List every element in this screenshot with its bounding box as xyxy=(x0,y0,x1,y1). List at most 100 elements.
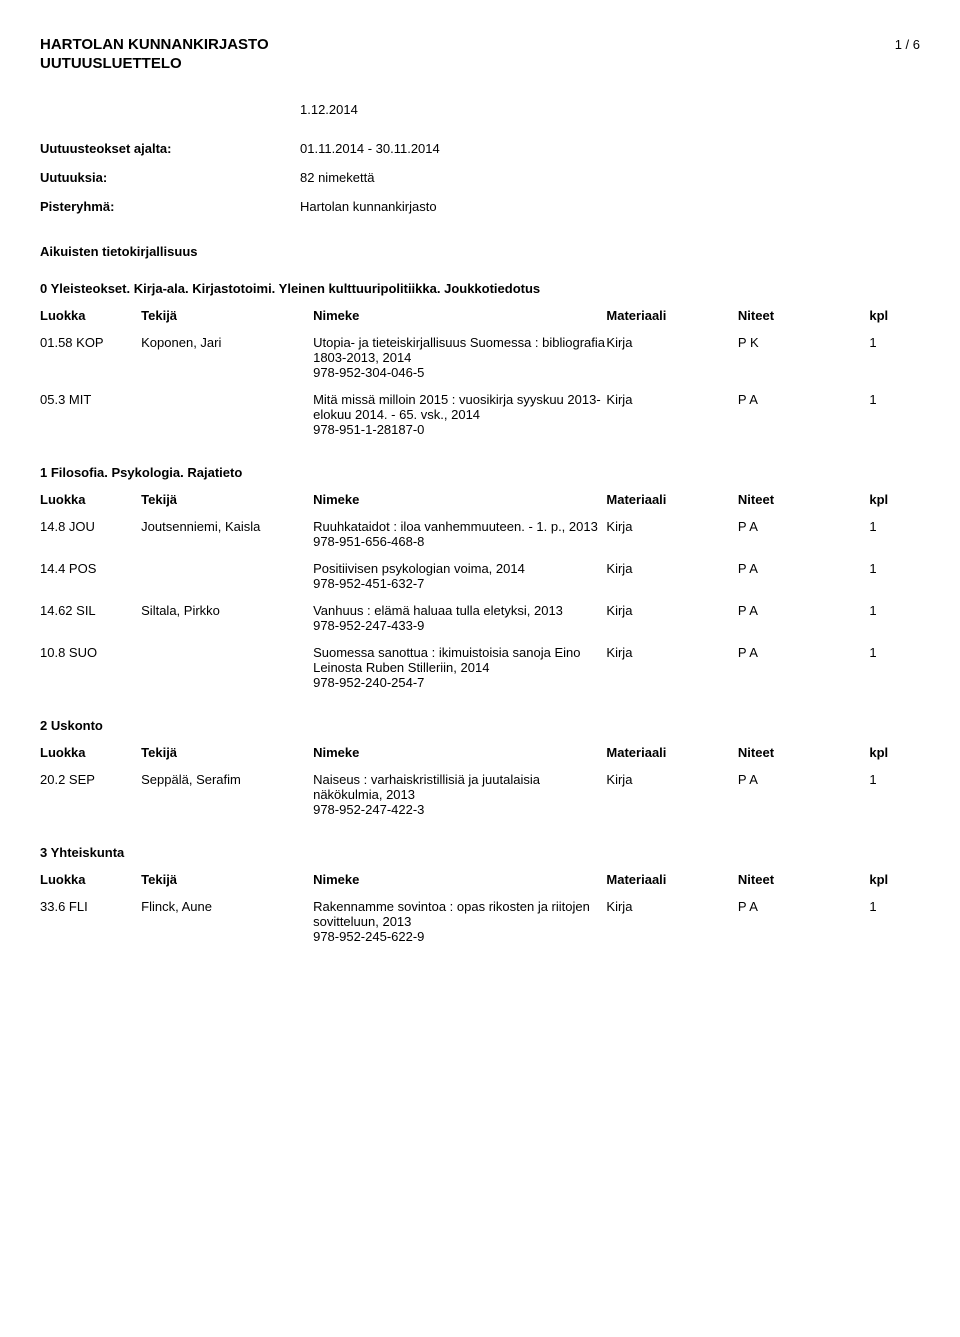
meta-label: Uutuusteokset ajalta: xyxy=(40,141,300,156)
cell-niteet: P K xyxy=(738,329,869,386)
cell-niteet: P A xyxy=(738,555,869,597)
table-row: 05.3 MIT Mitä missä milloin 2015 : vuosik… xyxy=(40,386,920,443)
column-header-nimeke: Nimeke xyxy=(313,868,606,893)
cell-tekija: Joutsenniemi, Kaisla xyxy=(141,513,313,555)
meta-row: Uutuuksia:82 nimekettä xyxy=(40,170,920,185)
cell-kpl: 1 xyxy=(869,513,920,555)
cell-nimeke: Vanhuus : elämä haluaa tulla eletyksi, 2… xyxy=(313,597,606,639)
report-meta: Uutuusteokset ajalta:01.11.2014 - 30.11.… xyxy=(40,141,920,214)
cell-tekija xyxy=(141,555,313,597)
meta-row: Pisteryhmä:Hartolan kunnankirjasto xyxy=(40,199,920,214)
column-header-tekija: Tekijä xyxy=(141,741,313,766)
cell-luokka: 10.8 SUO xyxy=(40,639,141,696)
column-header-nimeke: Nimeke xyxy=(313,304,606,329)
table-row: 01.58 KOPKoponen, JariUtopia- ja tieteis… xyxy=(40,329,920,386)
cell-luokka: 14.62 SIL xyxy=(40,597,141,639)
cell-kpl: 1 xyxy=(869,555,920,597)
cell-nimeke: Suomessa sanottua : ikimuistoisia sanoja… xyxy=(313,639,606,696)
section-heading: 1 Filosofia. Psykologia. Rajatieto xyxy=(40,465,920,480)
cell-niteet: P A xyxy=(738,513,869,555)
table-row: 14.8 JOUJoutsenniemi, KaislaRuuhkataidot… xyxy=(40,513,920,555)
column-header-niteet: Niteet xyxy=(738,488,869,513)
cell-materiaali: Kirja xyxy=(606,386,737,443)
cell-tekija: Seppälä, Serafim xyxy=(141,766,313,823)
cell-materiaali: Kirja xyxy=(606,597,737,639)
cell-tekija xyxy=(141,386,313,443)
table-row: 14.62 SILSiltala, PirkkoVanhuus : elämä … xyxy=(40,597,920,639)
report-subtitle: UUTUUSLUETTELO xyxy=(40,55,269,72)
meta-label: Uutuuksia: xyxy=(40,170,300,185)
meta-value: 82 nimekettä xyxy=(300,170,374,185)
meta-value: Hartolan kunnankirjasto xyxy=(300,199,437,214)
cell-kpl: 1 xyxy=(869,766,920,823)
cell-materiaali: Kirja xyxy=(606,513,737,555)
column-header-materiaali: Materiaali xyxy=(606,304,737,329)
column-header-niteet: Niteet xyxy=(738,741,869,766)
column-header-kpl: kpl xyxy=(869,741,920,766)
cell-materiaali: Kirja xyxy=(606,329,737,386)
cell-materiaali: Kirja xyxy=(606,639,737,696)
cell-luokka: 20.2 SEP xyxy=(40,766,141,823)
cell-tekija: Flinck, Aune xyxy=(141,893,313,950)
table-row: 20.2 SEPSeppälä, SerafimNaiseus : varhai… xyxy=(40,766,920,823)
table-row: 10.8 SUO Suomessa sanottua : ikimuistoisi… xyxy=(40,639,920,696)
table-row: 14.4 POS Positiivisen psykologian voima, … xyxy=(40,555,920,597)
report-date: 1.12.2014 xyxy=(300,102,920,117)
column-header-luokka: Luokka xyxy=(40,488,141,513)
meta-value: 01.11.2014 - 30.11.2014 xyxy=(300,141,440,156)
cell-niteet: P A xyxy=(738,597,869,639)
cell-niteet: P A xyxy=(738,766,869,823)
cell-tekija xyxy=(141,639,313,696)
meta-row: Uutuusteokset ajalta:01.11.2014 - 30.11.… xyxy=(40,141,920,156)
cell-kpl: 1 xyxy=(869,386,920,443)
book-table: LuokkaTekijäNimekeMateriaaliNiteetkpl01.… xyxy=(40,304,920,443)
column-header-materiaali: Materiaali xyxy=(606,488,737,513)
cell-luokka: 33.6 FLI xyxy=(40,893,141,950)
cell-luokka: 05.3 MIT xyxy=(40,386,141,443)
cell-kpl: 1 xyxy=(869,893,920,950)
column-header-kpl: kpl xyxy=(869,488,920,513)
cell-tekija: Koponen, Jari xyxy=(141,329,313,386)
cell-tekija: Siltala, Pirkko xyxy=(141,597,313,639)
meta-label: Pisteryhmä: xyxy=(40,199,300,214)
library-title: HARTOLAN KUNNANKIRJASTO xyxy=(40,36,269,53)
cell-luokka: 14.8 JOU xyxy=(40,513,141,555)
cell-luokka: 01.58 KOP xyxy=(40,329,141,386)
cell-kpl: 1 xyxy=(869,639,920,696)
cell-materiaali: Kirja xyxy=(606,555,737,597)
cell-nimeke: Naiseus : varhaiskristillisiä ja juutala… xyxy=(313,766,606,823)
cell-luokka: 14.4 POS xyxy=(40,555,141,597)
column-header-nimeke: Nimeke xyxy=(313,488,606,513)
cell-niteet: P A xyxy=(738,893,869,950)
column-header-luokka: Luokka xyxy=(40,868,141,893)
table-row: 33.6 FLIFlinck, AuneRakennamme sovintoa … xyxy=(40,893,920,950)
cell-niteet: P A xyxy=(738,639,869,696)
super-section-heading: Aikuisten tietokirjallisuus xyxy=(40,244,920,259)
column-header-tekija: Tekijä xyxy=(141,868,313,893)
column-header-niteet: Niteet xyxy=(738,868,869,893)
cell-nimeke: Mitä missä milloin 2015 : vuosikirja syy… xyxy=(313,386,606,443)
cell-nimeke: Positiivisen psykologian voima, 2014 978… xyxy=(313,555,606,597)
book-table: LuokkaTekijäNimekeMateriaaliNiteetkpl14.… xyxy=(40,488,920,696)
column-header-materiaali: Materiaali xyxy=(606,741,737,766)
cell-kpl: 1 xyxy=(869,329,920,386)
column-header-niteet: Niteet xyxy=(738,304,869,329)
column-header-kpl: kpl xyxy=(869,304,920,329)
column-header-luokka: Luokka xyxy=(40,741,141,766)
cell-materiaali: Kirja xyxy=(606,766,737,823)
cell-nimeke: Ruuhkataidot : iloa vanhemmuuteen. - 1. … xyxy=(313,513,606,555)
book-table: LuokkaTekijäNimekeMateriaaliNiteetkpl33.… xyxy=(40,868,920,950)
column-header-tekija: Tekijä xyxy=(141,488,313,513)
cell-kpl: 1 xyxy=(869,597,920,639)
section-heading: 0 Yleisteokset. Kirja-ala. Kirjastotoimi… xyxy=(40,281,920,296)
section-heading: 3 Yhteiskunta xyxy=(40,845,920,860)
section-heading: 2 Uskonto xyxy=(40,718,920,733)
column-header-nimeke: Nimeke xyxy=(313,741,606,766)
page-indicator: 1 / 6 xyxy=(895,37,920,52)
cell-materiaali: Kirja xyxy=(606,893,737,950)
cell-niteet: P A xyxy=(738,386,869,443)
column-header-kpl: kpl xyxy=(869,868,920,893)
book-table: LuokkaTekijäNimekeMateriaaliNiteetkpl20.… xyxy=(40,741,920,823)
column-header-luokka: Luokka xyxy=(40,304,141,329)
cell-nimeke: Utopia- ja tieteiskirjallisuus Suomessa … xyxy=(313,329,606,386)
